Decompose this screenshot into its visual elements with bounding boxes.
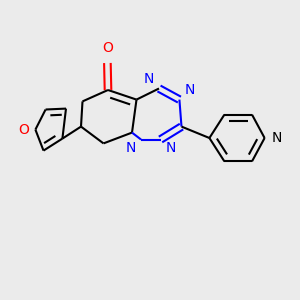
Text: N: N — [166, 141, 176, 155]
Text: N: N — [271, 131, 282, 145]
Text: N: N — [185, 83, 195, 97]
Text: N: N — [125, 141, 136, 155]
Text: O: O — [18, 123, 29, 136]
Text: N: N — [143, 72, 154, 86]
Text: O: O — [102, 41, 113, 56]
